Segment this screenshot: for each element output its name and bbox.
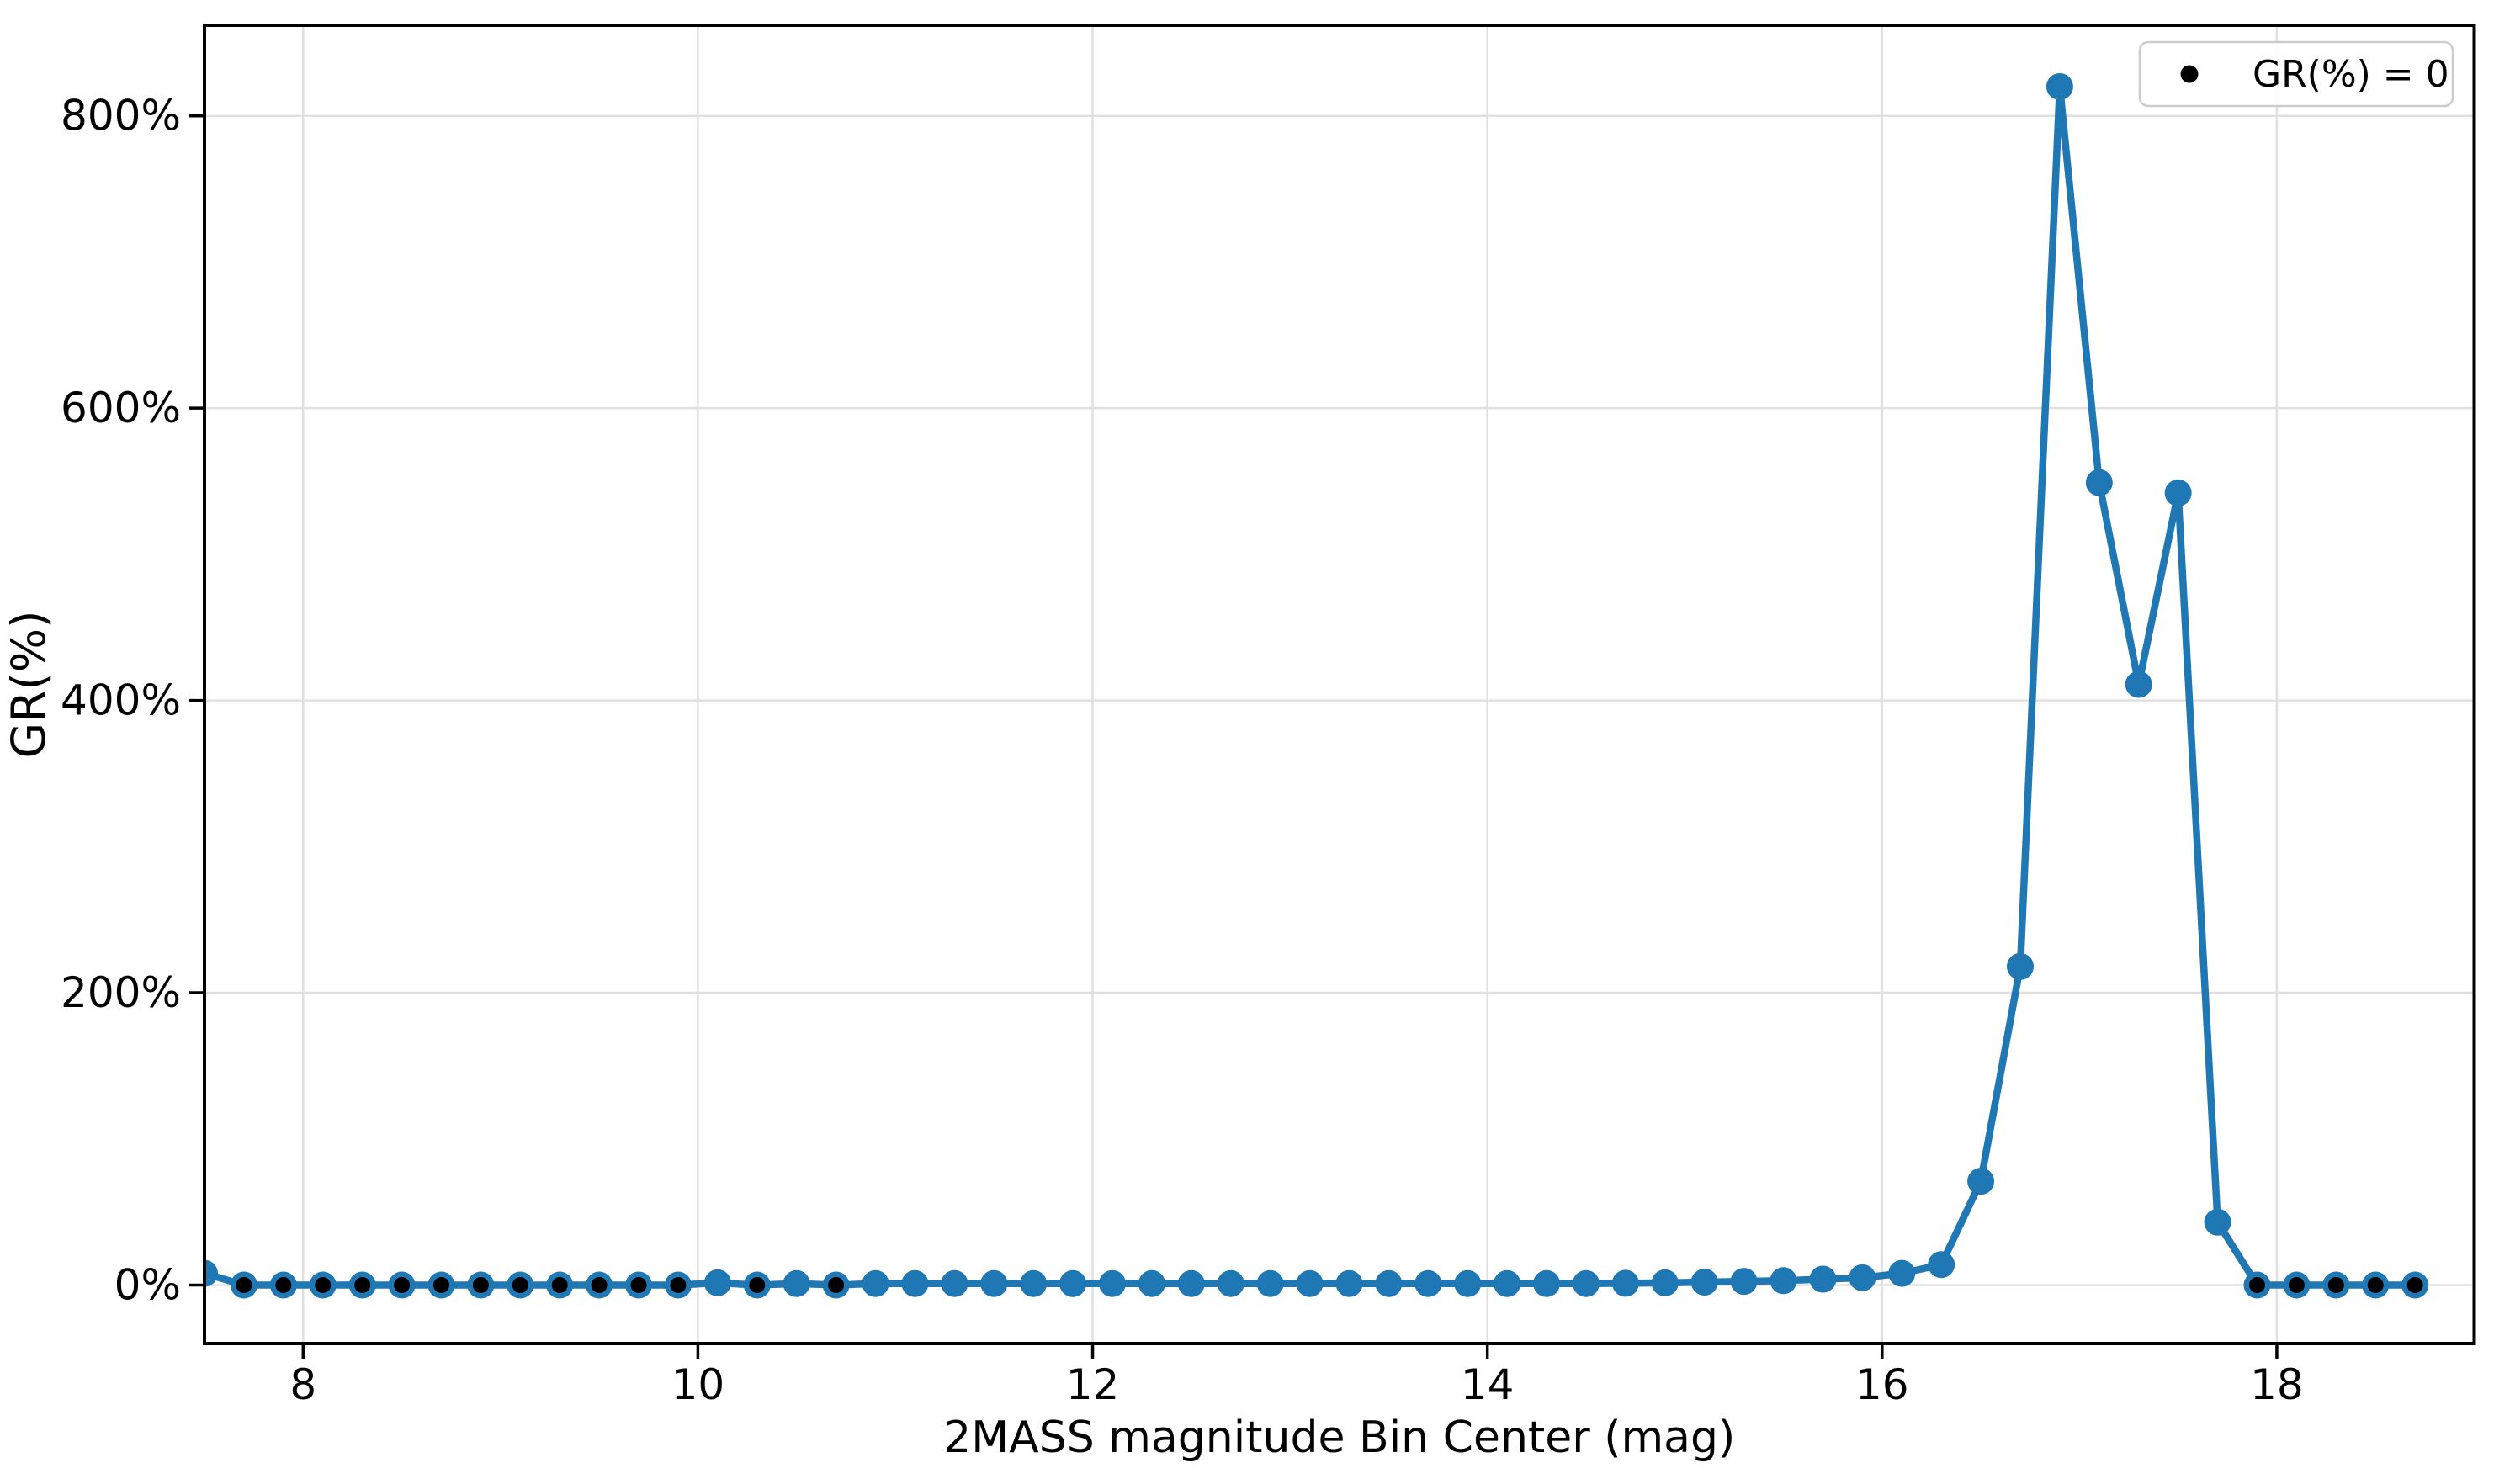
- data-point-marker: [204, 1259, 218, 1287]
- data-point-marker: [980, 1269, 1008, 1297]
- data-point-marker: [1809, 1265, 1837, 1293]
- data-point-marker: [941, 1269, 968, 1297]
- plot-border: [203, 24, 2476, 1345]
- zero-value-dot: [432, 1277, 449, 1294]
- data-point-marker: [1335, 1269, 1363, 1297]
- x-tick-label: 16: [1855, 1360, 1909, 1409]
- data-point-marker: [1888, 1259, 1916, 1287]
- data-point-marker: [1967, 1168, 1995, 1195]
- zero-value-dot: [749, 1277, 766, 1294]
- zero-value-dot: [472, 1277, 489, 1294]
- data-point-marker: [1849, 1264, 1876, 1291]
- y-tick-label: 800%: [61, 92, 181, 140]
- x-tick-label: 10: [671, 1360, 725, 1409]
- zero-value-dot: [236, 1277, 252, 1294]
- x-tick-label: 12: [1066, 1360, 1120, 1409]
- data-point-marker: [1690, 1269, 1718, 1296]
- zero-value-dot: [2288, 1277, 2305, 1294]
- axes-layer: 8 10 12 14 16 18 0% 200% 400% 600% 800% 2MASS magni…: [2, 24, 2476, 1463]
- data-point-marker: [1454, 1269, 1482, 1297]
- zero-value-dot: [354, 1277, 371, 1294]
- x-tick-label: 8: [289, 1360, 316, 1409]
- zero-value-dot: [394, 1277, 411, 1294]
- data-point-marker: [1020, 1269, 1048, 1297]
- x-tick-label: 18: [2250, 1360, 2304, 1409]
- x-axis-label: 2MASS magnitude Bin Center (mag): [943, 1412, 1735, 1463]
- zero-value-dot: [828, 1277, 845, 1294]
- y-axis-label: GR(%): [2, 610, 56, 758]
- zero-value-dot: [2367, 1277, 2384, 1294]
- data-point-marker: [1494, 1269, 1521, 1297]
- data-point-marker: [1138, 1269, 1165, 1297]
- legend: GR(%) = 0: [2138, 40, 2454, 108]
- data-point-marker: [862, 1269, 889, 1297]
- legend-label: GR(%) = 0: [2253, 53, 2449, 96]
- zero-value-dot: [670, 1277, 687, 1294]
- data-point-marker: [1611, 1269, 1639, 1297]
- data-point-marker: [1651, 1269, 1679, 1296]
- data-point-marker: [1059, 1269, 1087, 1297]
- zero-value-dot: [2406, 1277, 2423, 1294]
- data-point-marker: [1730, 1268, 1758, 1296]
- data-point-marker: [1928, 1251, 1955, 1279]
- legend-box: [2138, 40, 2454, 108]
- data-point-marker: [1296, 1269, 1324, 1297]
- data-point-marker: [2164, 479, 2192, 506]
- data-point-marker: [1099, 1269, 1126, 1297]
- legend-marker-dot: [2180, 65, 2199, 83]
- data-point-marker: [1375, 1269, 1403, 1297]
- data-point-marker: [1256, 1269, 1284, 1297]
- zero-value-dot: [315, 1277, 332, 1294]
- zero-value-dot: [591, 1277, 608, 1294]
- data-point-marker: [703, 1269, 731, 1296]
- data-point-marker: [2046, 72, 2073, 100]
- x-tick-label: 14: [1461, 1360, 1515, 1409]
- data-point-marker: [783, 1269, 810, 1297]
- zero-value-dot: [2327, 1277, 2344, 1294]
- data-point-marker: [2204, 1208, 2231, 1236]
- zero-value-dot: [551, 1277, 568, 1294]
- data-point-marker: [1572, 1269, 1600, 1297]
- data-point-marker: [2085, 469, 2113, 496]
- zero-value-dot: [2248, 1277, 2265, 1294]
- data-point-marker: [1533, 1269, 1561, 1297]
- y-tick-label: 200%: [61, 968, 181, 1017]
- data-point-marker: [901, 1269, 929, 1297]
- data-point-marker: [2125, 670, 2152, 698]
- data-point-marker: [1177, 1269, 1205, 1297]
- data-line: [204, 82, 2419, 1289]
- zero-value-dot: [512, 1277, 528, 1294]
- data-point-marker: [1414, 1269, 1442, 1297]
- zero-value-dot: [630, 1277, 647, 1294]
- data-point-marker: [2007, 952, 2034, 980]
- y-tick-label: 600%: [61, 384, 181, 432]
- data-point-marker: [1217, 1269, 1244, 1297]
- zero-value-dot: [275, 1277, 292, 1294]
- y-tick-label: 0%: [114, 1261, 181, 1310]
- data-series-layer: [204, 72, 2429, 1299]
- y-tick-label: 400%: [61, 676, 181, 725]
- data-point-marker: [1770, 1267, 1797, 1295]
